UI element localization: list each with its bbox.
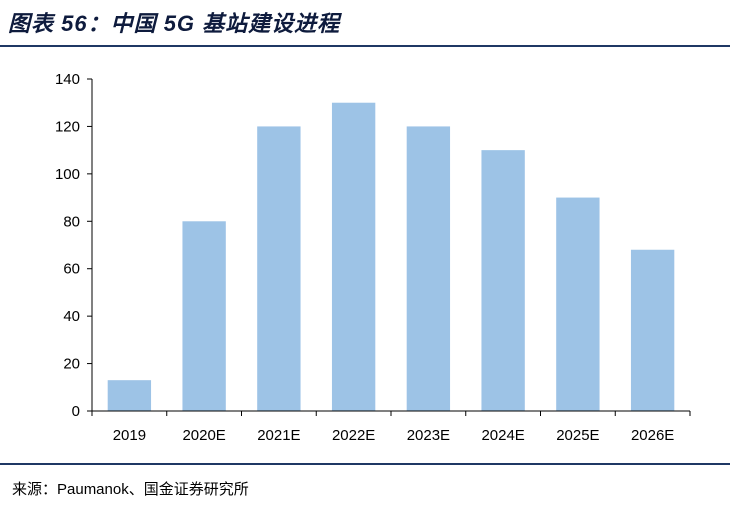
bar-2022E — [331, 102, 376, 411]
bar-2020E — [182, 221, 226, 411]
source-note: 来源：Paumanok、国金证券研究所 — [12, 481, 249, 498]
x-tick-label: 2024E — [481, 427, 524, 444]
bar-2026E — [630, 249, 675, 411]
x-tick-label: 2020E — [182, 427, 225, 444]
y-tick-label: 100 — [55, 166, 80, 183]
y-tick-label: 60 — [63, 261, 80, 278]
x-tick-label: 2022E — [332, 427, 375, 444]
x-tick-label: 2026E — [631, 427, 674, 444]
y-tick-label: 40 — [63, 308, 80, 325]
chart-svg: 0 20 40 60 80 100 120 140 2019 2020E 2021E 2022E 202… — [55, 71, 691, 444]
bar-2025E — [556, 197, 600, 411]
x-tick-label: 2025E — [556, 427, 599, 444]
bar-2019 — [107, 380, 152, 411]
bar-chart: 0 20 40 60 80 100 120 140 2019 2020E 2021E 2022E 202… — [0, 50, 730, 460]
bar-2023E — [406, 126, 451, 411]
bar-2021E — [257, 126, 301, 411]
y-tick-label: 0 — [72, 403, 80, 420]
x-tick-label: 2023E — [407, 427, 450, 444]
title-divider — [0, 45, 730, 47]
x-tick-label: 2019 — [113, 427, 146, 444]
bar-2024E — [481, 150, 525, 411]
y-tick-label: 120 — [55, 118, 80, 135]
page-title: 图表 56：中国 5G 基站建设进程 — [8, 11, 341, 36]
y-tick-label: 140 — [55, 71, 80, 88]
x-tick-label: 2021E — [257, 427, 300, 444]
y-tick-label: 20 — [63, 356, 80, 373]
footer-divider — [0, 463, 730, 465]
y-tick-label: 80 — [63, 213, 80, 230]
